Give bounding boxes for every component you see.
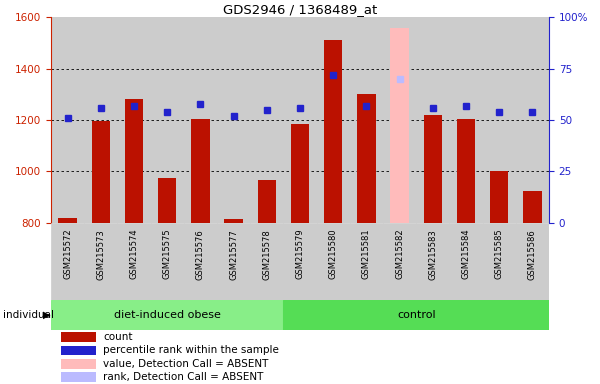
Bar bbox=[357, 94, 376, 223]
Bar bbox=[449, 17, 482, 223]
Bar bbox=[424, 115, 442, 223]
Bar bbox=[51, 17, 84, 223]
Bar bbox=[224, 219, 243, 223]
Text: GSM215577: GSM215577 bbox=[229, 229, 238, 280]
Bar bbox=[482, 17, 516, 223]
Bar bbox=[317, 17, 350, 223]
Bar bbox=[125, 99, 143, 223]
Text: GSM215575: GSM215575 bbox=[163, 229, 172, 280]
Bar bbox=[350, 17, 383, 223]
Bar bbox=[516, 223, 549, 300]
Bar bbox=[324, 40, 343, 223]
Text: GSM215581: GSM215581 bbox=[362, 229, 371, 280]
Text: count: count bbox=[103, 332, 133, 342]
Bar bbox=[217, 223, 250, 300]
Bar bbox=[92, 121, 110, 223]
Bar bbox=[257, 180, 276, 223]
Text: GSM215580: GSM215580 bbox=[329, 229, 338, 280]
Bar bbox=[482, 223, 516, 300]
Text: control: control bbox=[397, 310, 436, 320]
Text: GSM215585: GSM215585 bbox=[495, 229, 504, 280]
Text: rank, Detection Call = ABSENT: rank, Detection Call = ABSENT bbox=[103, 372, 263, 382]
Bar bbox=[449, 223, 482, 300]
Text: GSM215572: GSM215572 bbox=[63, 229, 72, 280]
Bar bbox=[191, 119, 209, 223]
Text: GSM215584: GSM215584 bbox=[461, 229, 470, 280]
Text: GSM215578: GSM215578 bbox=[262, 229, 271, 280]
Bar bbox=[184, 223, 217, 300]
Bar bbox=[383, 17, 416, 223]
Title: GDS2946 / 1368489_at: GDS2946 / 1368489_at bbox=[223, 3, 377, 16]
Bar bbox=[151, 17, 184, 223]
Bar bbox=[217, 17, 250, 223]
Bar bbox=[250, 223, 283, 300]
Text: GSM215583: GSM215583 bbox=[428, 229, 437, 280]
Bar bbox=[283, 300, 549, 330]
Bar bbox=[51, 223, 84, 300]
Bar bbox=[118, 17, 151, 223]
Text: diet-induced obese: diet-induced obese bbox=[114, 310, 221, 320]
Bar bbox=[350, 223, 383, 300]
Text: individual: individual bbox=[3, 310, 54, 320]
Bar bbox=[151, 223, 184, 300]
Text: GSM215586: GSM215586 bbox=[528, 229, 537, 280]
Text: GSM215576: GSM215576 bbox=[196, 229, 205, 280]
Bar bbox=[490, 171, 508, 223]
Text: GSM215579: GSM215579 bbox=[296, 229, 305, 280]
Text: ▶: ▶ bbox=[43, 310, 50, 320]
Bar bbox=[291, 124, 309, 223]
Bar bbox=[416, 17, 449, 223]
Bar bbox=[283, 17, 317, 223]
Bar bbox=[283, 223, 317, 300]
Bar bbox=[61, 372, 96, 382]
Bar bbox=[383, 223, 416, 300]
Bar bbox=[516, 17, 549, 223]
Bar bbox=[61, 359, 96, 369]
Bar bbox=[416, 223, 449, 300]
Bar bbox=[84, 223, 118, 300]
Bar bbox=[84, 17, 118, 223]
Text: percentile rank within the sample: percentile rank within the sample bbox=[103, 345, 279, 356]
Bar bbox=[118, 223, 151, 300]
Bar bbox=[158, 178, 176, 223]
Bar bbox=[250, 17, 283, 223]
Text: GSM215582: GSM215582 bbox=[395, 229, 404, 280]
Bar bbox=[51, 300, 283, 330]
Bar bbox=[523, 190, 542, 223]
Bar bbox=[184, 17, 217, 223]
Bar bbox=[457, 119, 475, 223]
Bar bbox=[58, 218, 77, 223]
Bar bbox=[391, 28, 409, 223]
Bar bbox=[317, 223, 350, 300]
Text: value, Detection Call = ABSENT: value, Detection Call = ABSENT bbox=[103, 359, 269, 369]
Bar bbox=[61, 332, 96, 342]
Text: GSM215574: GSM215574 bbox=[130, 229, 139, 280]
Bar bbox=[61, 346, 96, 355]
Text: GSM215573: GSM215573 bbox=[97, 229, 106, 280]
